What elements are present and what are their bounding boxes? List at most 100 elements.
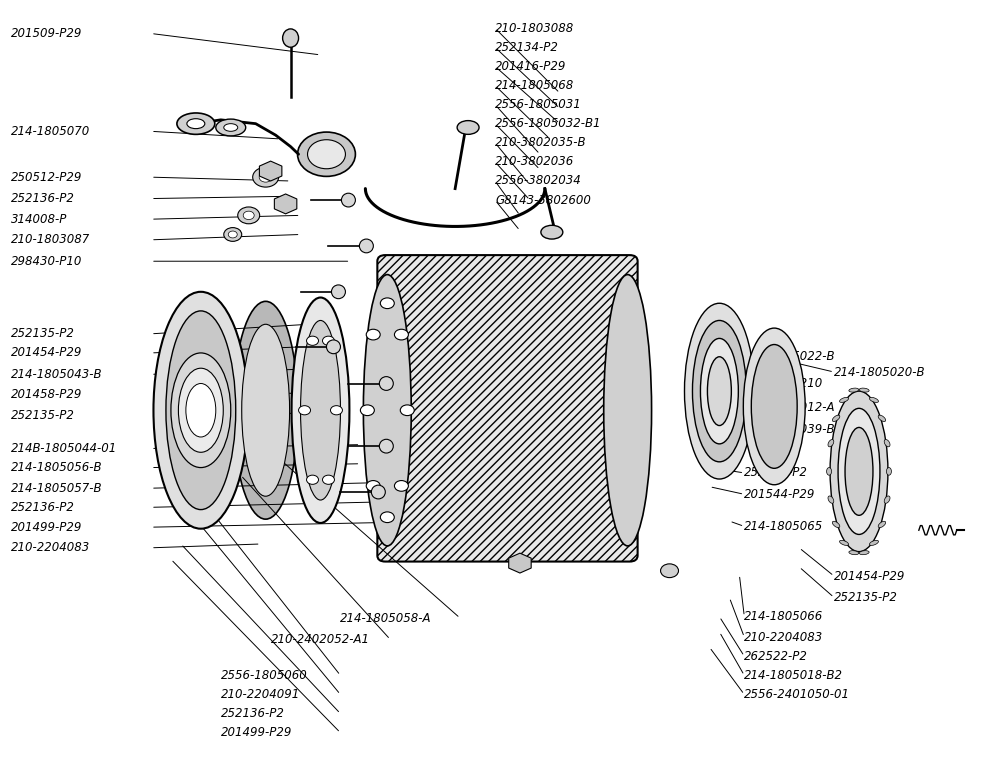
- Ellipse shape: [886, 468, 891, 476]
- Text: 214-1805020-B: 214-1805020-B: [834, 366, 926, 379]
- Circle shape: [228, 231, 237, 238]
- Ellipse shape: [845, 427, 873, 515]
- Ellipse shape: [298, 132, 355, 176]
- Ellipse shape: [661, 564, 679, 578]
- Text: 252135-P2: 252135-P2: [834, 591, 898, 604]
- Ellipse shape: [153, 291, 248, 528]
- Ellipse shape: [308, 140, 345, 169]
- Circle shape: [400, 405, 414, 416]
- Text: 201509-P29: 201509-P29: [11, 27, 83, 40]
- Ellipse shape: [692, 321, 746, 462]
- Ellipse shape: [859, 551, 869, 555]
- Text: G8143-3802600: G8143-3802600: [495, 193, 591, 206]
- Text: 214-1805039-B: 214-1805039-B: [744, 423, 836, 436]
- Text: 214-1805066: 214-1805066: [744, 610, 824, 623]
- Text: 214B-1805044-01: 214B-1805044-01: [11, 442, 118, 455]
- Text: 262522-P2: 262522-P2: [744, 650, 808, 663]
- Ellipse shape: [292, 298, 349, 523]
- Ellipse shape: [684, 303, 754, 479]
- Ellipse shape: [283, 29, 299, 48]
- Ellipse shape: [379, 377, 393, 390]
- Ellipse shape: [840, 397, 849, 403]
- Ellipse shape: [331, 285, 345, 298]
- Ellipse shape: [604, 275, 652, 546]
- Ellipse shape: [869, 540, 878, 545]
- Ellipse shape: [233, 301, 298, 519]
- Circle shape: [259, 173, 272, 182]
- Ellipse shape: [832, 415, 840, 422]
- Text: 201544-P29: 201544-P29: [744, 488, 816, 501]
- Ellipse shape: [707, 357, 731, 426]
- Text: 210-1803088: 210-1803088: [495, 21, 574, 35]
- Text: 314008-P: 314008-P: [11, 212, 68, 225]
- Circle shape: [253, 167, 279, 187]
- Text: 210-1701210: 210-1701210: [744, 377, 824, 390]
- Ellipse shape: [827, 468, 832, 476]
- Ellipse shape: [326, 340, 340, 354]
- Circle shape: [243, 211, 254, 219]
- Circle shape: [307, 475, 319, 484]
- Text: 2556-1805060: 2556-1805060: [221, 669, 308, 682]
- Ellipse shape: [849, 551, 859, 555]
- Circle shape: [394, 329, 408, 340]
- Ellipse shape: [341, 193, 355, 207]
- Ellipse shape: [371, 486, 385, 499]
- Text: 214-1805058-A: 214-1805058-A: [340, 611, 432, 624]
- Text: 201458-P29: 201458-P29: [11, 388, 83, 401]
- Text: 214-1805022-B: 214-1805022-B: [744, 351, 836, 364]
- Ellipse shape: [884, 496, 890, 503]
- Text: 252134-P2: 252134-P2: [495, 41, 559, 54]
- Text: 201454-P29: 201454-P29: [834, 570, 905, 583]
- Text: 201416-P29: 201416-P29: [495, 60, 566, 73]
- Ellipse shape: [224, 123, 238, 131]
- Circle shape: [394, 481, 408, 491]
- Text: 210-3802035-B: 210-3802035-B: [495, 137, 587, 150]
- Circle shape: [238, 207, 260, 224]
- Text: 214-1805012-A: 214-1805012-A: [744, 401, 836, 414]
- Ellipse shape: [700, 338, 738, 444]
- Circle shape: [366, 329, 380, 340]
- Circle shape: [360, 405, 374, 416]
- Ellipse shape: [743, 328, 805, 485]
- Text: 252136-P2: 252136-P2: [11, 192, 75, 205]
- Ellipse shape: [828, 439, 834, 447]
- Text: 2556-2401050-01: 2556-2401050-01: [744, 688, 850, 701]
- Circle shape: [307, 336, 319, 345]
- Text: 214-1805065: 214-1805065: [744, 520, 824, 533]
- Ellipse shape: [849, 388, 859, 392]
- Ellipse shape: [216, 119, 246, 136]
- Circle shape: [322, 475, 334, 484]
- Ellipse shape: [457, 120, 479, 134]
- Text: 2556-1805032-B1: 2556-1805032-B1: [495, 117, 602, 130]
- Text: 214-1805018-B2: 214-1805018-B2: [744, 669, 843, 682]
- Text: 298430-P10: 298430-P10: [11, 255, 83, 268]
- Ellipse shape: [178, 368, 223, 453]
- Ellipse shape: [832, 522, 840, 528]
- Text: 210-2204083: 210-2204083: [744, 630, 824, 644]
- Ellipse shape: [884, 439, 890, 447]
- Text: 214-1805068: 214-1805068: [495, 79, 574, 92]
- Text: 214-1805057-B: 214-1805057-B: [11, 482, 103, 495]
- Text: 210-2204091: 210-2204091: [221, 688, 300, 701]
- Ellipse shape: [166, 311, 236, 509]
- Ellipse shape: [363, 275, 411, 546]
- Circle shape: [299, 406, 311, 415]
- Text: 201499-P29: 201499-P29: [221, 726, 292, 739]
- Text: 2556-1805031: 2556-1805031: [495, 98, 582, 111]
- Ellipse shape: [187, 119, 205, 129]
- Ellipse shape: [242, 324, 290, 496]
- Text: 201454-P29: 201454-P29: [11, 347, 83, 360]
- Ellipse shape: [828, 496, 834, 503]
- Text: 210-1803087: 210-1803087: [11, 233, 91, 246]
- Ellipse shape: [878, 522, 886, 528]
- Text: 214-1805056-B: 214-1805056-B: [11, 461, 103, 474]
- Text: 252135-P2: 252135-P2: [11, 409, 75, 422]
- Ellipse shape: [301, 321, 340, 500]
- Ellipse shape: [878, 415, 886, 422]
- Text: 252136-P2: 252136-P2: [11, 501, 75, 514]
- Ellipse shape: [359, 239, 373, 253]
- Ellipse shape: [751, 344, 797, 469]
- FancyBboxPatch shape: [377, 255, 638, 561]
- Text: 214-1805043-B: 214-1805043-B: [11, 368, 103, 381]
- Circle shape: [380, 512, 394, 522]
